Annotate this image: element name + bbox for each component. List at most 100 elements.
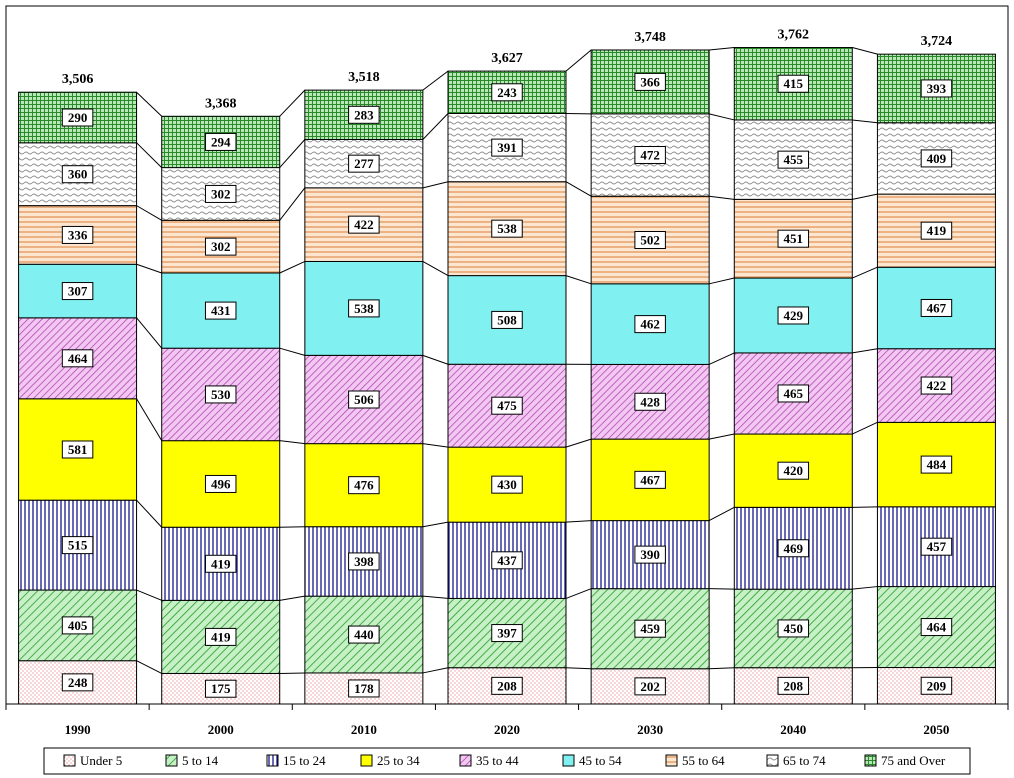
value-label-box	[61, 536, 94, 555]
value-label-box	[777, 150, 810, 169]
connector-25-to-34	[422, 443, 449, 448]
connector-75-and-over	[852, 47, 878, 55]
connector-65-to-74	[136, 142, 163, 168]
value-label-box	[634, 619, 666, 638]
connector-25-to-34	[279, 440, 305, 445]
value-label-box	[204, 627, 237, 646]
value-label-box	[348, 552, 380, 571]
value-label-35-to-44-2010: 506	[354, 392, 374, 407]
value-label-box	[920, 455, 953, 474]
value-label-box	[777, 676, 810, 695]
value-label-5-to-14-2020: 397	[497, 626, 517, 641]
legend-swatch-55-to-64	[665, 754, 678, 767]
value-label-25-to-34-2030: 467	[640, 472, 660, 487]
total-label-2020: 3,627	[491, 51, 523, 66]
value-label-box	[777, 461, 810, 480]
legend-label-35-to-44: 35 to 44	[476, 753, 519, 768]
total-labels: 3,506 3,368 3,518 3,627 3,748 3,762 3,724	[62, 28, 952, 112]
value-label-under-5-2030: 202	[640, 679, 660, 694]
value-label-under-5-2050: 209	[927, 678, 947, 693]
bar-75-and-over-2020	[447, 70, 567, 114]
legend-swatch-35-to-44	[459, 754, 472, 767]
value-label-box	[348, 215, 380, 234]
value-label-45-to-54-2050: 467	[927, 300, 947, 315]
connector-55-to-64	[852, 193, 878, 200]
value-label-box	[920, 676, 953, 695]
value-label-box	[204, 554, 237, 573]
legend-label-65-to-74: 65 to 74	[783, 753, 826, 768]
legend-frame	[43, 747, 971, 775]
value-label-box	[634, 677, 666, 696]
value-label-under-5-2020: 208	[497, 678, 517, 693]
legend-label-5-to-14: 5 to 14	[182, 753, 219, 768]
connector-75-and-over	[422, 70, 449, 91]
connector-65-to-74	[709, 113, 735, 121]
legend-swatch-under-5	[63, 754, 76, 767]
total-label-2050: 3,724	[921, 34, 953, 49]
connector-15-to-24	[279, 526, 305, 528]
connector-45-to-54	[565, 275, 592, 285]
value-label-35-to-44-2040: 465	[784, 386, 804, 401]
value-label-5-to-14-1990: 405	[68, 618, 88, 633]
total-label-1990: 3,506	[62, 72, 94, 87]
value-label-box	[920, 537, 953, 556]
value-label-box	[920, 376, 953, 395]
connector-75-and-over	[565, 49, 592, 72]
connector-75-and-over	[136, 91, 163, 117]
x-tick-label-2030: 2030	[637, 722, 663, 737]
connector-5-to-14	[279, 595, 305, 601]
connector-75-and-over	[709, 47, 735, 51]
value-label-box	[204, 237, 237, 256]
value-label-25-to-34-2040: 420	[784, 463, 804, 478]
value-label-under-5-2040: 208	[784, 678, 804, 693]
value-label-75-and-over-2010: 283	[354, 107, 374, 122]
value-label-box	[920, 298, 953, 317]
connector-35-to-44	[708, 352, 735, 365]
value-labels: 248 405 515 581 464 307 336 360 290 175 419 419 496 5…	[61, 72, 953, 698]
value-label-box	[348, 476, 380, 495]
connector-35-to-44	[136, 317, 163, 349]
value-label-15-to-24-2000: 419	[211, 556, 231, 571]
connector-under-5	[565, 667, 592, 670]
connector-55-to-64	[565, 181, 592, 197]
bar-35-to-44-2050	[876, 348, 996, 423]
connector-15-to-24	[136, 499, 163, 528]
value-label-35-to-44-2000: 530	[211, 387, 231, 402]
legend-swatch-5-to-14	[165, 754, 178, 767]
value-label-65-to-74-2050: 409	[927, 151, 947, 166]
legend-swatch-45-to-54	[562, 754, 575, 767]
connector-25-to-34	[136, 398, 163, 441]
value-label-45-to-54-1990: 307	[68, 284, 88, 299]
legend-label-55-to-64: 55 to 64	[682, 753, 725, 768]
connector-45-to-54	[709, 277, 735, 285]
value-label-55-to-64-1990: 336	[68, 227, 88, 242]
value-label-5-to-14-2000: 419	[211, 629, 231, 644]
total-label-2000: 3,368	[205, 96, 237, 111]
value-label-45-to-54-2020: 508	[497, 312, 517, 327]
value-label-box	[348, 679, 380, 698]
value-label-25-to-34-2000: 496	[211, 476, 231, 491]
legend-label-15-to-24: 15 to 24	[283, 753, 326, 768]
connector-15-to-24	[852, 506, 878, 508]
value-label-75-and-over-1990: 290	[68, 110, 88, 125]
connector-5-to-14	[422, 595, 449, 599]
value-label-25-to-34-1990: 581	[68, 442, 88, 457]
connector-75-and-over	[279, 89, 306, 117]
value-label-box	[634, 231, 666, 250]
legend-label-under-5: Under 5	[80, 753, 122, 768]
value-label-15-to-24-2020: 437	[497, 553, 517, 568]
x-axis-ticks: 1990 2000 2010 2020 2030 2040 2050	[5, 704, 1009, 737]
legend-label-75-and-over: 75 and Over	[881, 753, 946, 768]
x-tick-label-2020: 2020	[494, 722, 520, 737]
connector-15-to-24	[422, 521, 449, 528]
value-label-box	[61, 165, 94, 184]
x-tick-label-2050: 2050	[923, 722, 949, 737]
value-label-75-and-over-2040: 415	[784, 76, 804, 91]
value-label-box	[491, 624, 523, 643]
value-label-55-to-64-2020: 538	[497, 221, 517, 236]
connector-55-to-64	[709, 195, 735, 200]
value-label-box	[920, 221, 953, 240]
connector-65-to-74	[422, 113, 449, 140]
value-label-box	[634, 392, 666, 411]
